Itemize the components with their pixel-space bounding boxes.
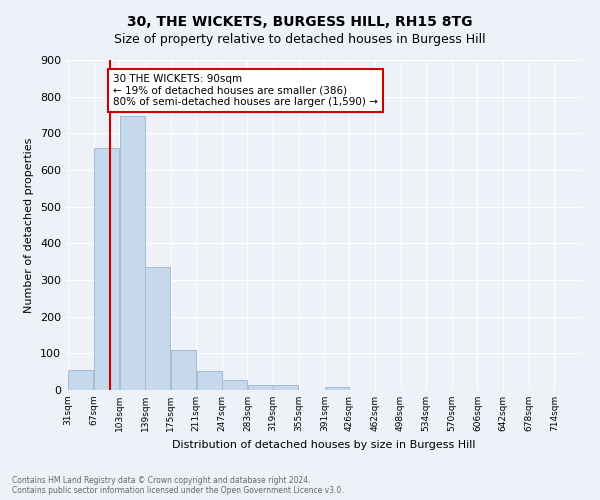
Text: Contains HM Land Registry data © Crown copyright and database right 2024.
Contai: Contains HM Land Registry data © Crown c… (12, 476, 344, 495)
Bar (94, 148, 119, 390)
Bar (197, 371, 221, 390)
Bar (171, 350, 196, 390)
Bar (248, 385, 273, 390)
Text: Size of property relative to detached houses in Burgess Hill: Size of property relative to detached ho… (114, 32, 486, 46)
Text: 30 THE WICKETS: 90sqm
← 19% of detached houses are smaller (386)
80% of semi-det: 30 THE WICKETS: 90sqm ← 19% of detached … (113, 74, 378, 107)
Bar (145, 267, 170, 390)
Text: 30, THE WICKETS, BURGESS HILL, RH15 8TG: 30, THE WICKETS, BURGESS HILL, RH15 8TG (127, 15, 473, 29)
Bar (222, 380, 247, 390)
Bar (325, 387, 349, 390)
Y-axis label: Number of detached properties: Number of detached properties (25, 138, 34, 312)
Bar (68, 370, 94, 390)
Bar (274, 385, 298, 390)
X-axis label: Distribution of detached houses by size in Burgess Hill: Distribution of detached houses by size … (172, 440, 476, 450)
Bar (120, 116, 145, 390)
